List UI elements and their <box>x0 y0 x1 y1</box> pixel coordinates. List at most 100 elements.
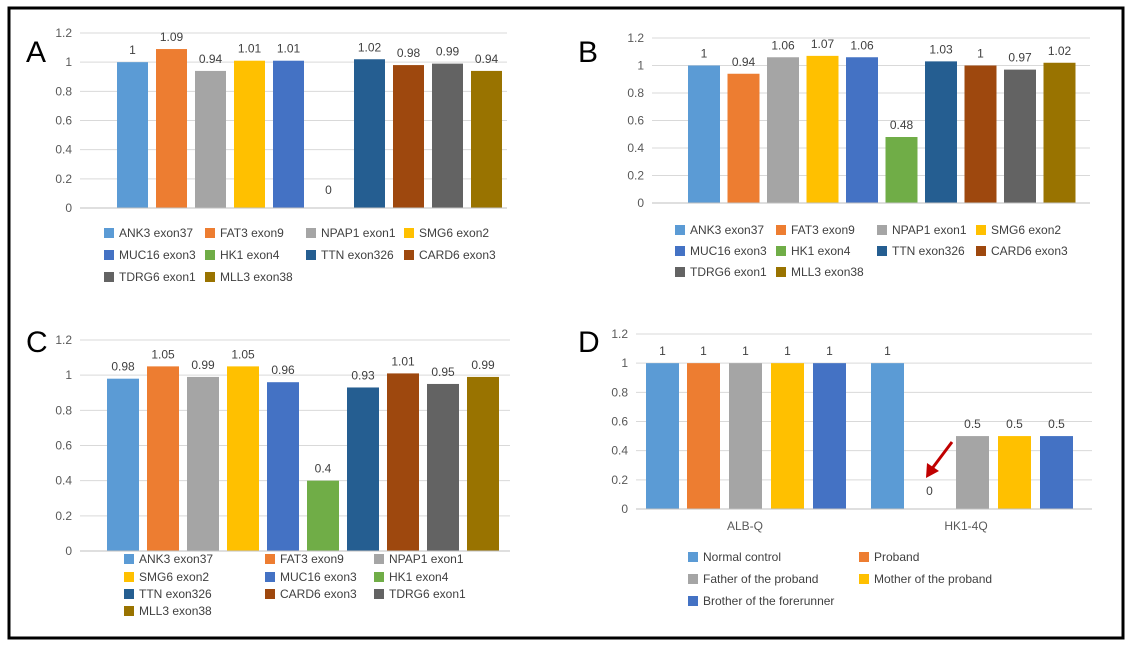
legend-label: NPAP1 exon1 <box>321 226 396 240</box>
bar-ttn-exon326 <box>347 387 379 551</box>
legend-swatch <box>859 574 869 584</box>
legend-swatch <box>205 272 215 282</box>
legend-swatch <box>675 225 685 235</box>
data-label: 1 <box>826 344 833 358</box>
data-label: 0.94 <box>475 52 499 66</box>
legend-label: NPAP1 exon1 <box>892 223 967 237</box>
legend-label: MLL3 exon38 <box>220 270 293 284</box>
panel-letter: A <box>26 36 46 69</box>
legend-swatch <box>124 572 134 582</box>
y-tick-label: 0 <box>65 201 72 215</box>
legend-swatch <box>374 589 384 599</box>
y-tick-label: 1 <box>65 368 72 382</box>
data-label: 1.01 <box>238 42 262 56</box>
legend-label: FAT3 exon9 <box>220 226 284 240</box>
data-label: 1 <box>784 344 791 358</box>
legend-label: HK1 exon4 <box>220 248 280 262</box>
bar-normal-control <box>646 363 679 509</box>
data-label: 1 <box>659 344 666 358</box>
legend-swatch <box>374 554 384 564</box>
legend-label: CARD6 exon3 <box>280 587 357 601</box>
y-tick-label: 0.4 <box>55 143 72 157</box>
legend-label: NPAP1 exon1 <box>389 552 464 566</box>
y-tick-label: 0.8 <box>627 86 644 100</box>
data-label: 0.97 <box>1008 51 1032 65</box>
bar-ank3-exon37 <box>107 378 139 551</box>
legend-swatch <box>688 552 698 562</box>
legend-label: FAT3 exon9 <box>791 223 855 237</box>
legend-label: ANK3 exon37 <box>690 223 764 237</box>
legend-label: FAT3 exon9 <box>280 552 344 566</box>
panel-letter: C <box>26 326 48 359</box>
bar-mother-of-the-proband <box>771 363 804 509</box>
y-tick-label: 1.2 <box>55 26 72 40</box>
bar-npap1-exon1 <box>195 70 226 209</box>
bar-brother-of-the-forerunner <box>813 363 846 509</box>
bar-ttn-exon326 <box>925 61 957 203</box>
y-tick-label: 0.2 <box>611 473 628 487</box>
legend-label: MLL3 exon38 <box>791 265 864 279</box>
y-tick-label: 0.4 <box>627 141 644 155</box>
legend-label: Normal control <box>703 550 781 564</box>
legend-label: Father of the proband <box>703 572 818 586</box>
panel-d: D 0 0.2 0.4 0.6 0.8 1 1.2 1 1 1 1 1 ALB-Q 1 0 0.5 0.5 0.5 H… <box>578 326 1092 608</box>
bar-fat3-exon9 <box>147 366 179 551</box>
legend-label: MUC16 exon3 <box>119 248 196 262</box>
legend-label: TDRG6 exon1 <box>119 270 196 284</box>
data-label: 1.05 <box>151 347 175 361</box>
data-label: 1.03 <box>929 42 953 56</box>
y-tick-label: 0.8 <box>55 403 72 417</box>
data-label: 1 <box>884 344 891 358</box>
data-label: 1.05 <box>231 347 255 361</box>
y-tick-label: 0.2 <box>627 169 644 183</box>
data-label: 0 <box>325 183 332 197</box>
bar-smg6-exon2 <box>806 55 839 203</box>
data-label: 0.94 <box>199 52 223 66</box>
data-label: 0.48 <box>890 118 914 132</box>
legend-swatch <box>374 572 384 582</box>
data-label: 1 <box>977 47 984 61</box>
data-label: 0.4 <box>315 462 332 476</box>
data-label: 1.02 <box>1048 44 1072 58</box>
bar-smg6-exon2 <box>234 60 265 209</box>
bar-mll3-exon38 <box>1043 62 1076 203</box>
bar-card6-exon3 <box>964 65 997 203</box>
bar-mother-of-the-proband <box>998 436 1031 509</box>
legend-label: HK1 exon4 <box>791 244 851 258</box>
y-tick-label: 0.8 <box>611 385 628 399</box>
legend-swatch <box>124 606 134 616</box>
y-tick-label: 1.2 <box>611 327 628 341</box>
data-label: 0 <box>926 484 933 498</box>
bar-card6-exon3 <box>393 65 424 208</box>
legend-label: SMG6 exon2 <box>139 570 209 584</box>
data-label: 0.93 <box>351 368 375 382</box>
bar-tdrg6-exon1 <box>1004 69 1036 203</box>
legend-swatch <box>976 225 986 235</box>
legend-label: Brother of the forerunner <box>703 594 834 608</box>
bar-card6-exon3 <box>387 373 419 551</box>
legend-swatch <box>104 250 114 260</box>
data-label: 0.98 <box>397 46 421 60</box>
bar-smg6-exon2 <box>227 366 259 551</box>
legend-swatch <box>404 228 414 238</box>
legend-swatch <box>776 225 786 235</box>
y-tick-label: 0 <box>65 544 72 558</box>
legend-label: HK1 exon4 <box>389 570 449 584</box>
annotation-arrow-head <box>926 463 939 478</box>
legend-label: TTN exon326 <box>321 248 394 262</box>
bar-ank3-exon37 <box>117 62 148 208</box>
legend-label: TDRG6 exon1 <box>690 265 767 279</box>
data-label: 0.96 <box>271 363 295 377</box>
y-tick-label: 0.2 <box>55 509 72 523</box>
bar-npap1-exon1 <box>187 376 219 551</box>
legend-swatch <box>205 228 215 238</box>
bar-fat3-exon9 <box>156 49 187 208</box>
data-label: 0.95 <box>431 365 455 379</box>
x-category-label: HK1-4Q <box>944 519 987 533</box>
bar-proband <box>687 363 720 509</box>
data-label: 0.94 <box>732 55 756 69</box>
bar-mll3-exon38 <box>471 70 502 209</box>
legend-label: MUC16 exon3 <box>690 244 767 258</box>
panel-letter: D <box>578 326 600 359</box>
legend-swatch <box>265 572 275 582</box>
